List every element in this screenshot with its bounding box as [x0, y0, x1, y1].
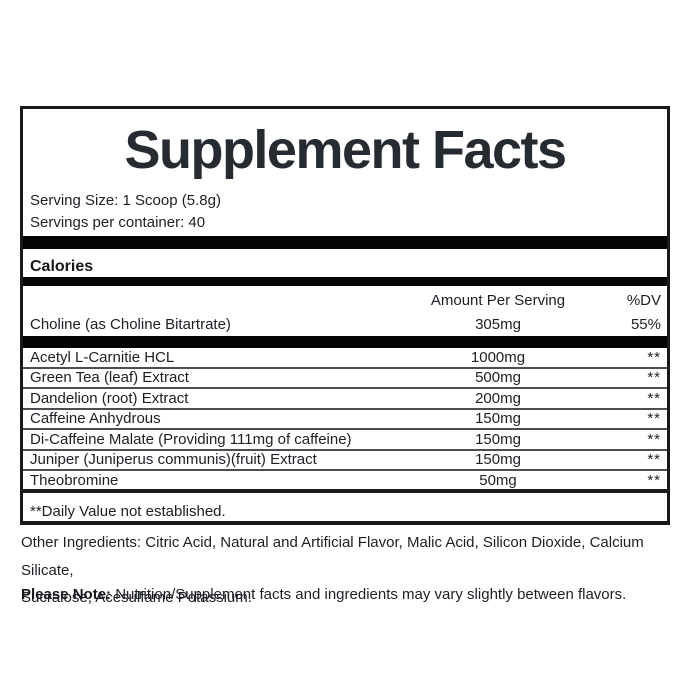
ingredient-name: Theobromine	[30, 471, 119, 489]
ingredient-dv: **	[647, 348, 661, 366]
ingredient-name: Juniper (Juniperus communis)(fruit) Extr…	[30, 451, 317, 469]
table-row: Juniper (Juniperus communis)(fruit) Extr…	[23, 451, 667, 471]
ingredient-dv: 55%	[630, 316, 661, 333]
ingredient-amount: 200mg	[475, 389, 521, 407]
serving-size-text: Serving Size: 1 Scoop (5.8g)	[30, 192, 221, 209]
ingredient-dv: **	[647, 369, 661, 387]
please-note-body: Nutrition/Supplement facts and ingredien…	[111, 586, 627, 603]
ingredient-amount: 50mg	[479, 471, 517, 489]
ingredient-amount: 150mg	[475, 410, 521, 428]
table-row: Caffeine Anhydrous 150mg **	[23, 410, 667, 430]
ingredient-dv: **	[647, 410, 661, 428]
table-row: Theobromine 50mg **	[23, 471, 667, 493]
other-ingredients-line: Sucralose, Acesulfame Potassium.	[21, 589, 252, 606]
ingredient-name: Choline (as Choline Bitartrate)	[30, 316, 231, 333]
other-ingredients-text: Other Ingredients: Citric Acid, Natural …	[21, 529, 683, 612]
ingredient-amount: 305mg	[475, 316, 521, 333]
ingredient-name: Acetyl L-Carnitie HCL	[30, 348, 175, 366]
separator-bar-choline	[23, 336, 667, 348]
supplement-facts-title: Supplement Facts	[124, 120, 567, 180]
ingredient-table: Acetyl L-Carnitie HCL 1000mg ** Green Te…	[23, 348, 667, 493]
ingredient-amount: 500mg	[475, 369, 521, 387]
ingredient-dv: **	[647, 471, 661, 489]
ingredient-amount: 150mg	[475, 430, 521, 448]
ingredient-name: Di-Caffeine Malate (Providing 111mg of c…	[30, 430, 352, 448]
supplement-facts-box: Supplement Facts Serving Size: 1 Scoop (…	[20, 106, 670, 525]
separator-bar-top	[23, 236, 667, 249]
please-note-label: Please Note:	[21, 586, 112, 603]
table-row: Acetyl L-Carnitie HCL 1000mg **	[23, 348, 667, 369]
other-ingredients-line: Other Ingredients: Citric Acid, Natural …	[21, 534, 644, 579]
ingredient-dv: **	[647, 389, 661, 407]
servings-per-container-text: Servings per container: 40	[30, 214, 206, 231]
ingredient-name: Dandelion (root) Extract	[30, 389, 189, 407]
amount-per-serving-header: Amount Per Serving	[430, 292, 566, 309]
ingredient-name: Caffeine Anhydrous	[30, 410, 161, 428]
dv-header: %DV	[626, 292, 661, 309]
table-row: Dandelion (root) Extract 200mg **	[23, 389, 667, 410]
ingredient-dv: **	[647, 430, 661, 448]
choline-row: Choline (as Choline Bitartrate) 305mg 55…	[23, 316, 667, 333]
calories-label: Calories	[30, 258, 94, 275]
ingredient-amount: 1000mg	[470, 348, 526, 366]
daily-value-footnote: **Daily Value not established.	[30, 503, 226, 520]
separator-bar-calories	[23, 277, 667, 286]
table-row: Di-Caffeine Malate (Providing 111mg of c…	[23, 430, 667, 451]
table-row: Green Tea (leaf) Extract 500mg **	[23, 369, 667, 389]
column-header-row: Amount Per Serving %DV	[23, 292, 667, 309]
ingredient-dv: **	[647, 451, 661, 469]
ingredient-amount: 150mg	[475, 451, 521, 469]
please-note-text: Please Note: Nutrition/Supplement facts …	[21, 586, 683, 604]
ingredient-name: Green Tea (leaf) Extract	[30, 369, 189, 387]
